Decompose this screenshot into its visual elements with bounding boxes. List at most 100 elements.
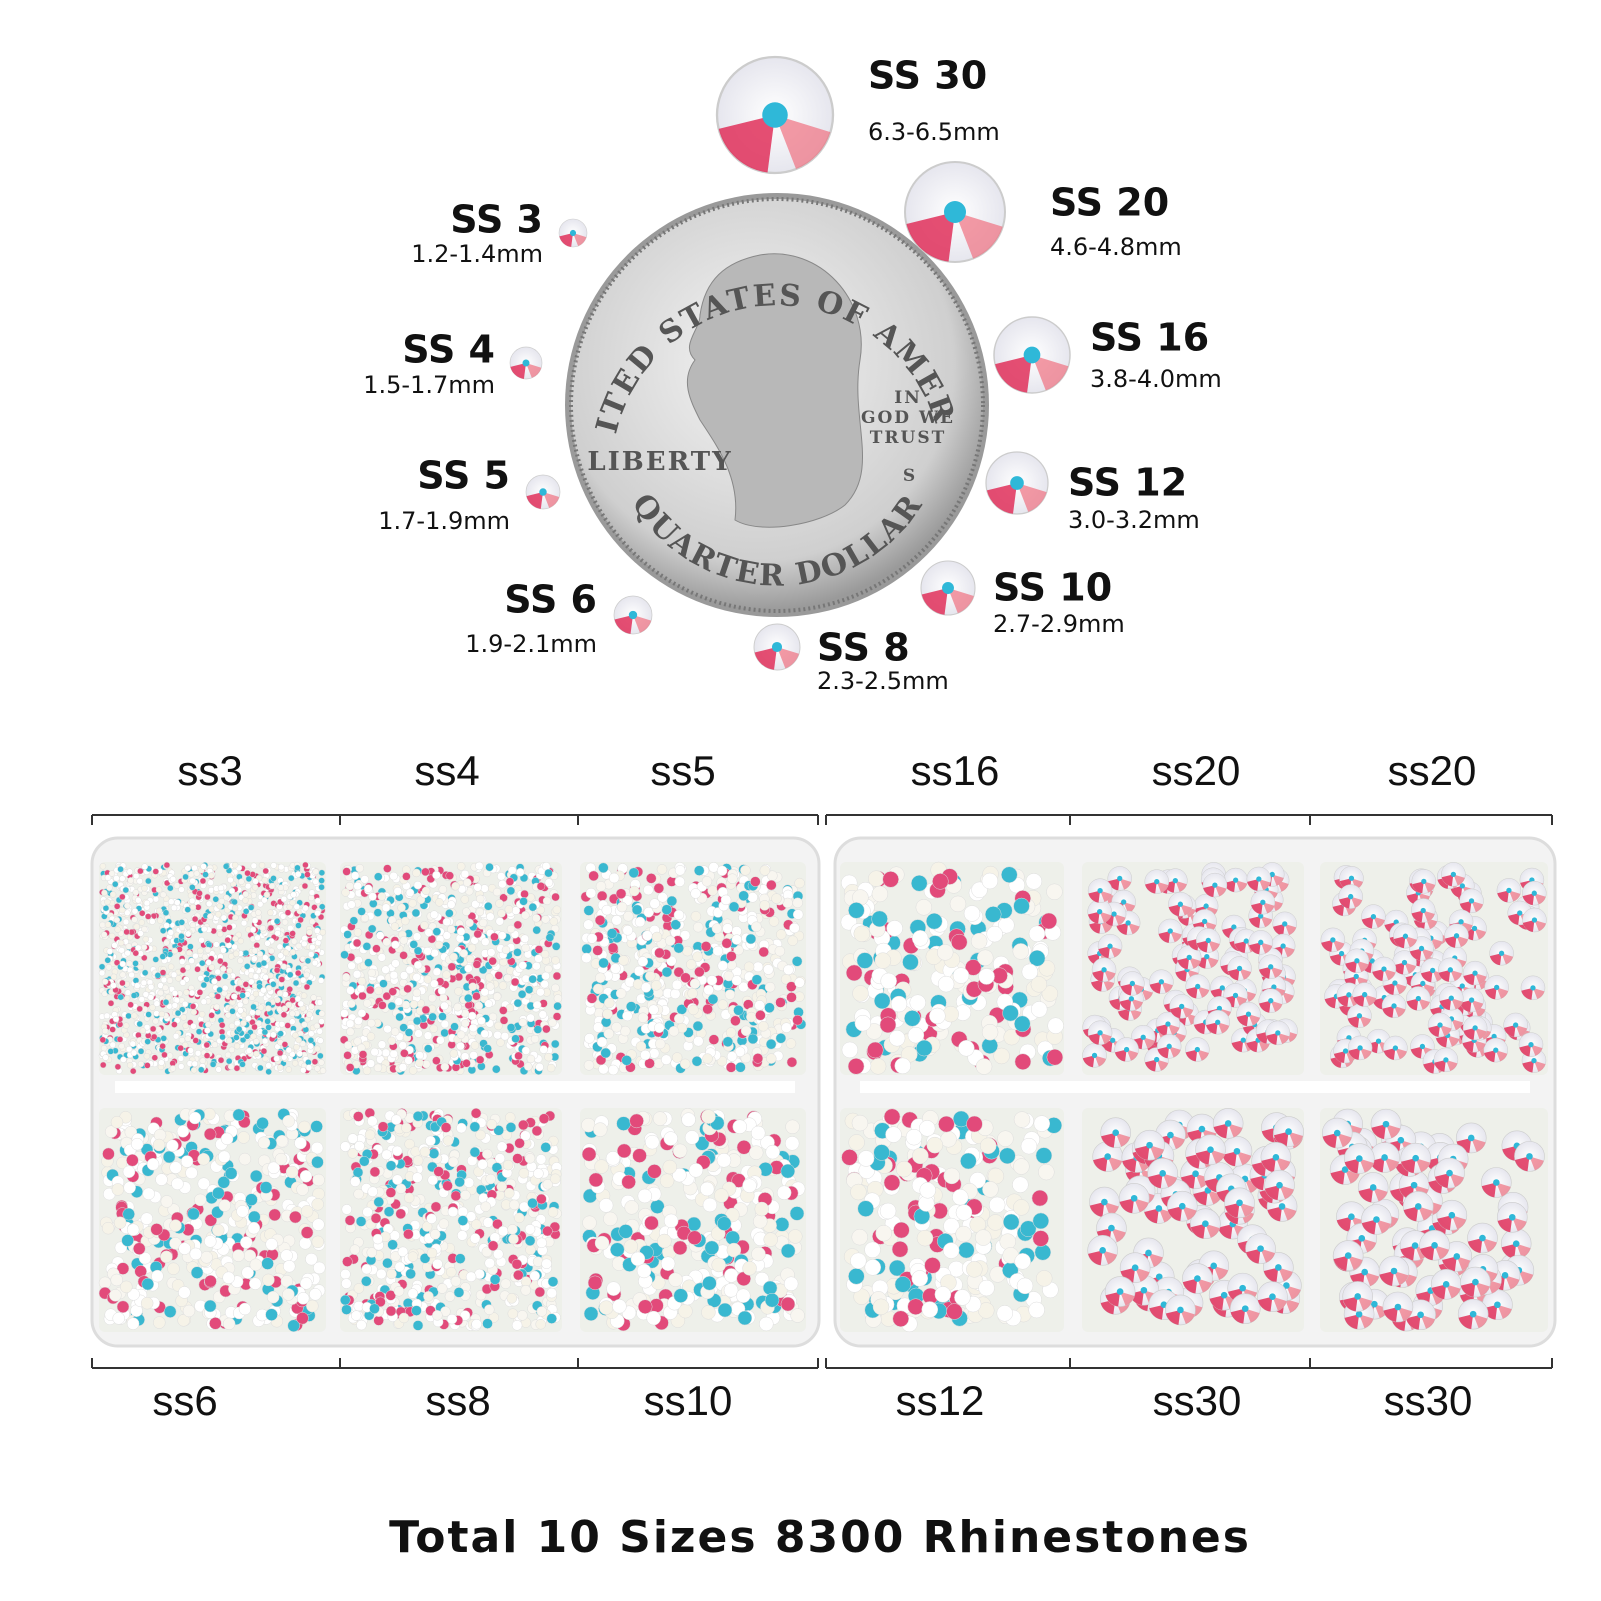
- rhinestone-center: [1205, 937, 1211, 944]
- rhinestone: [357, 976, 367, 986]
- rhinestone: [629, 885, 640, 897]
- rhinestone: [133, 1242, 146, 1255]
- rhinestone-center: [1245, 1011, 1252, 1017]
- rhinestone: [671, 1052, 683, 1063]
- rhinestone: [225, 942, 233, 949]
- rhinestone: [660, 1054, 672, 1065]
- rhinestone: [295, 942, 302, 950]
- rhinestone-center: [1140, 1034, 1146, 1040]
- rhinestone: [751, 921, 762, 932]
- rhinestone: [411, 908, 421, 918]
- rhinestone: [167, 929, 175, 936]
- rhinestone: [118, 947, 125, 954]
- rhinestone: [412, 973, 421, 982]
- rhinestone: [192, 1037, 200, 1044]
- rhinestone: [532, 925, 541, 935]
- rhinestone-center: [1513, 1022, 1519, 1028]
- rhinestone: [124, 989, 132, 996]
- rhinestone: [217, 957, 224, 965]
- rhinestone: [495, 899, 504, 908]
- rhinestone: [285, 1001, 293, 1009]
- rhinestone: [182, 873, 189, 881]
- rhinestone: [735, 1062, 746, 1073]
- rhinestone: [438, 885, 448, 894]
- rhinestone: [310, 1120, 323, 1133]
- rhinestone: [104, 957, 112, 964]
- rhinestone: [731, 934, 743, 945]
- rhinestone-center: [1348, 875, 1355, 881]
- rhinestone: [495, 917, 505, 926]
- rhinestone: [306, 1011, 313, 1018]
- rhinestone: [189, 1247, 203, 1261]
- rhinestone: [232, 1249, 245, 1262]
- rhinestone: [292, 979, 300, 987]
- rhinestone: [300, 1205, 314, 1218]
- rhinestone: [654, 947, 665, 959]
- rhinestone-center: [1129, 980, 1136, 987]
- rhinestone: [747, 1033, 759, 1045]
- rhinestone: [202, 871, 209, 878]
- rhinestone: [253, 1050, 260, 1058]
- rhinestone: [758, 1021, 769, 1032]
- rhinestone: [103, 1012, 111, 1020]
- rhinestone-center: [944, 201, 966, 223]
- rhinestone: [360, 875, 369, 884]
- rhinestone: [140, 1212, 154, 1225]
- rhinestone: [300, 992, 308, 999]
- rhinestone: [140, 1296, 154, 1310]
- rhinestone: [171, 1177, 184, 1191]
- rhinestone: [109, 1041, 117, 1049]
- rhinestone: [204, 893, 211, 901]
- rhinestone: [852, 985, 869, 1002]
- rhinestone: [129, 1040, 137, 1048]
- rhinestone: [137, 867, 144, 875]
- rhinestone: [274, 996, 281, 1004]
- rhinestone: [235, 1026, 243, 1033]
- rhinestone: [151, 1054, 159, 1061]
- rhinestone: [307, 1036, 315, 1044]
- rhinestone: [602, 1008, 613, 1020]
- rhinestone: [141, 969, 149, 977]
- rhinestone: [506, 924, 516, 934]
- rhinestone: [213, 1003, 221, 1011]
- rhinestone: [440, 1028, 449, 1038]
- rhinestone: [278, 976, 286, 983]
- rhinestone: [167, 963, 175, 971]
- rhinestone: [242, 897, 249, 904]
- rhinestone: [248, 978, 255, 986]
- rhinestone: [367, 1018, 376, 1028]
- rhinestone: [432, 870, 441, 880]
- rhinestone: [550, 1039, 560, 1049]
- rhinestone: [110, 973, 118, 981]
- rhinestone-center: [522, 359, 530, 367]
- rhinestone: [301, 934, 308, 942]
- rhinestone: [504, 1112, 516, 1123]
- rhinestone: [143, 1052, 151, 1060]
- rhinestone: [140, 943, 148, 951]
- rhinestone: [178, 933, 185, 940]
- rhinestone: [314, 1045, 321, 1053]
- rhinestone: [238, 1302, 252, 1316]
- rhinestone: [163, 922, 170, 929]
- rhinestone: [1025, 873, 1043, 890]
- rhinestone: [215, 1066, 222, 1073]
- rhinestone: [162, 999, 170, 1006]
- rhinestone: [242, 890, 249, 898]
- rhinestone: [350, 871, 360, 880]
- rhinestone: [648, 1004, 659, 1015]
- rhinestone: [208, 991, 216, 999]
- rhinestone: [598, 862, 609, 874]
- rhinestone: [515, 868, 525, 877]
- rhinestone: [970, 932, 988, 950]
- rhinestone-center: [1282, 921, 1288, 927]
- rhinestone: [275, 1134, 289, 1148]
- rhinestone: [282, 1114, 295, 1128]
- rhinestone: [708, 1034, 720, 1045]
- rhinestone: [262, 974, 269, 981]
- rhinestone: [541, 971, 550, 981]
- rhinestone: [282, 949, 290, 956]
- rhinestone: [190, 1008, 197, 1016]
- rhinestone: [622, 925, 633, 936]
- rhinestone: [958, 1040, 975, 1057]
- rhinestone: [236, 1205, 249, 1218]
